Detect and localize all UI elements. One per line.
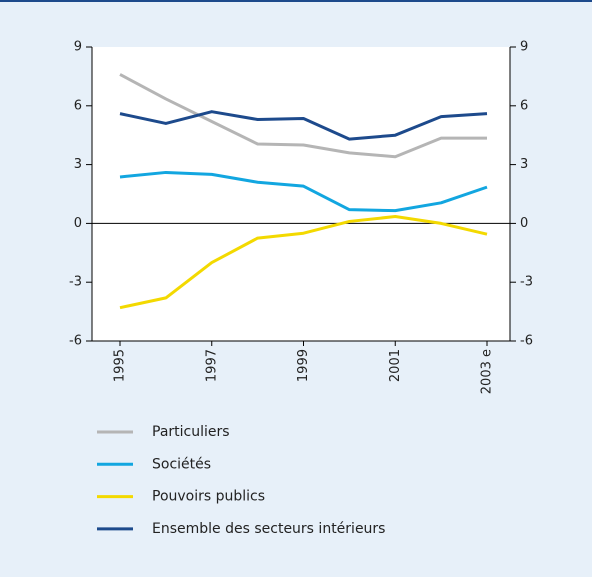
y2-tick-label: -3 (520, 275, 533, 290)
y-tick-label: -6 (69, 334, 82, 349)
x-tick-label: 1999 (296, 349, 311, 382)
y-tick-label: -3 (69, 275, 82, 290)
x-tick-label: 1995 (113, 349, 128, 382)
y-tick-label: 9 (74, 40, 82, 55)
series-line (119, 73, 487, 159)
series-line (119, 215, 488, 310)
series-line (119, 110, 488, 141)
x-tick-label: 2001 (388, 349, 403, 382)
legend-label: Pouvoirs publics (152, 489, 265, 505)
top-border (0, 0, 592, 2)
y-tick-label: 0 (74, 216, 82, 231)
y-tick-label: 6 (74, 98, 82, 113)
legend-label: Sociétés (152, 456, 211, 472)
y2-tick-label: 3 (520, 157, 528, 172)
y2-tick-label: 6 (520, 98, 528, 113)
legend-label: Particuliers (152, 424, 230, 440)
y2-tick-label: 9 (520, 40, 528, 55)
y2-tick-label: 0 (520, 216, 528, 231)
y-tick-label: 3 (74, 157, 82, 172)
plot-area (92, 47, 510, 341)
legend-label: Ensemble des secteurs intérieurs (152, 521, 385, 537)
y2-tick-label: -6 (520, 334, 533, 349)
series-line (119, 170, 488, 213)
x-tick-label: 2003 e (480, 349, 495, 394)
x-tick-label: 1997 (204, 349, 219, 382)
